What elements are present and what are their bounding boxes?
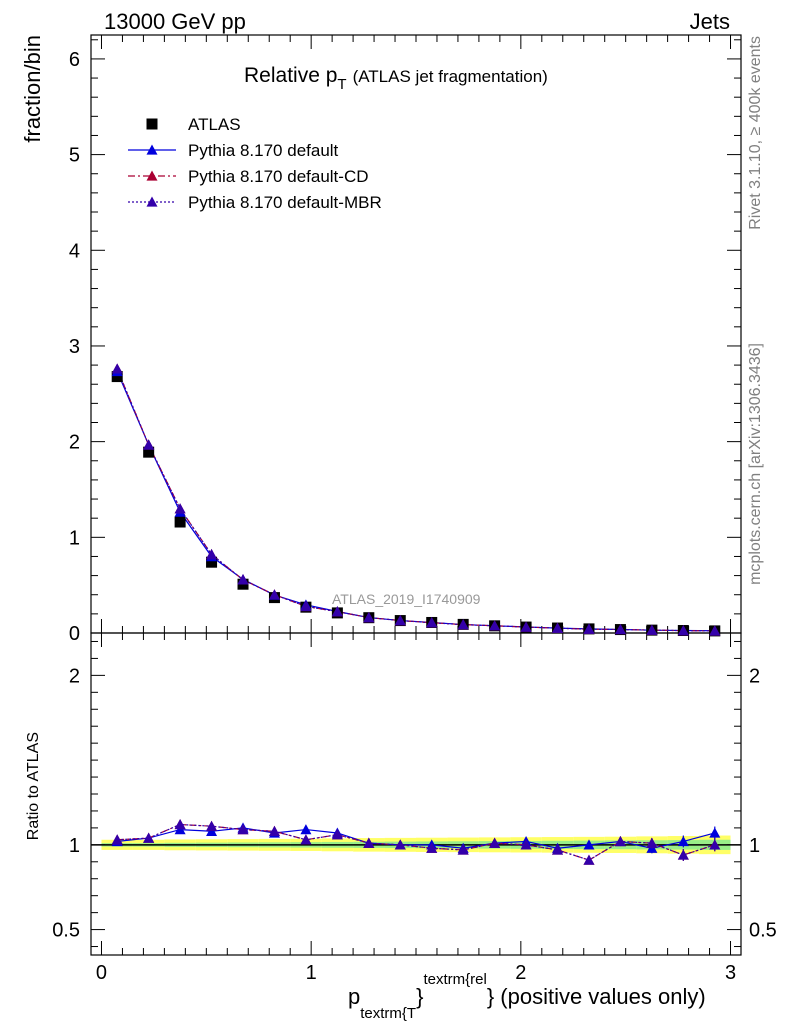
- ratio-series-point: [520, 839, 532, 850]
- analysis-watermark: ATLAS_2019_I1740909: [332, 591, 481, 607]
- atlas-data-point: [174, 516, 186, 528]
- legend-marker: [146, 144, 158, 155]
- main-series-point: [206, 548, 218, 560]
- ratio-series-point: [646, 837, 658, 848]
- y-axis-label: fraction/bin: [20, 35, 45, 143]
- ratio-series-point: [583, 854, 595, 865]
- atlas-data-point: [143, 446, 155, 458]
- ratio-series-point: [206, 820, 218, 831]
- ratio-tick-label-right: 0.5: [749, 920, 777, 942]
- x-axis-label: ptextrm{T}textrm{rel} (positive values o…: [348, 971, 706, 1022]
- x-axis-label-main: p: [348, 984, 360, 1009]
- legend-marker: [146, 118, 158, 130]
- main-series-point: [394, 615, 406, 626]
- ratio-tick-label-left: 0.5: [52, 920, 80, 942]
- main-series-point: [552, 622, 564, 633]
- main-series-point: [489, 620, 501, 631]
- ratio-series-point: [614, 835, 626, 847]
- y-tick-label: 5: [69, 145, 80, 167]
- chart-title: Relative pT (ATLAS jet fragmentation): [244, 64, 548, 93]
- y-tick-label: 2: [69, 432, 80, 454]
- ratio-panel-frame: [90, 632, 742, 956]
- main-series-point: [583, 623, 595, 634]
- ratio-series-point: [709, 839, 721, 850]
- ratio-series-point: [174, 819, 186, 830]
- header-process-label: Jets: [690, 9, 730, 34]
- ratio-series-point: [394, 839, 406, 850]
- legend-marker: [146, 170, 158, 181]
- x-axis-label-rest: } (positive values only): [487, 984, 706, 1009]
- y-tick-label: 6: [69, 49, 80, 71]
- main-series-point: [457, 619, 469, 630]
- x-axis-label-sub: textrm{T: [360, 1005, 416, 1022]
- ratio-series-point: [709, 827, 721, 838]
- ratio-series-point: [426, 842, 438, 853]
- ratio-series-point: [583, 839, 595, 850]
- main-series-point: [268, 589, 280, 600]
- header-energy-label: 13000 GeV pp: [104, 9, 246, 34]
- main-series-point: [331, 606, 343, 617]
- x-tick-label: 3: [725, 962, 736, 984]
- x-axis-label-sup: textrm{rel: [423, 971, 486, 988]
- ratio-series-point: [300, 824, 312, 835]
- chart-marks: [111, 363, 721, 865]
- main-series-point: [363, 612, 375, 623]
- chart-title-main: Relative p: [244, 64, 337, 87]
- ratio-series-line: [117, 823, 715, 861]
- x-tick-label: 1: [306, 962, 317, 984]
- main-series-point: [111, 363, 123, 374]
- legend-label: Pythia 8.170 default-CD: [188, 167, 369, 186]
- legend-label: Pythia 8.170 default: [188, 141, 339, 160]
- main-series-point: [709, 625, 721, 636]
- legend: ATLAS Pythia 8.170 default Pythia 8.170 de…: [128, 115, 382, 212]
- x-tick-label: 0: [96, 962, 107, 984]
- ratio-tick-label-right: 2: [749, 665, 760, 687]
- legend-label: ATLAS: [188, 115, 241, 134]
- x-tick-label: 2: [515, 962, 526, 984]
- x-axis-label-brace: }: [416, 984, 423, 1009]
- y-tick-label: 4: [69, 240, 80, 262]
- legend-label: Pythia 8.170 default-MBR: [188, 193, 382, 212]
- y-tick-label: 0: [69, 623, 80, 645]
- ratio-tick-label-right: 1: [749, 835, 760, 857]
- ratio-series-point: [552, 844, 564, 855]
- y-tick-label: 3: [69, 336, 80, 358]
- atlas-data-point: [111, 371, 123, 383]
- ratio-series-point: [677, 849, 689, 860]
- main-series-point: [614, 623, 626, 635]
- ratio-series-point: [143, 832, 155, 843]
- side-rivet-label: Rivet 3.1.10, ≥ 400k events: [747, 36, 764, 230]
- chart-title-sub: T: [337, 76, 346, 93]
- main-series-point: [426, 617, 438, 628]
- main-series-point: [237, 574, 249, 585]
- ratio-series-point: [237, 824, 249, 835]
- main-series-point: [677, 625, 689, 636]
- ratio-series-point: [363, 837, 375, 848]
- ratio-series-point: [331, 829, 343, 840]
- ratio-series-point: [300, 834, 312, 845]
- main-series-point: [300, 600, 312, 612]
- y-tick-label: 1: [69, 527, 80, 549]
- main-series-point: [174, 503, 186, 514]
- legend-marker: [146, 196, 158, 207]
- ratio-y-axis-label: Ratio to ATLAS: [25, 732, 42, 840]
- main-series-point: [646, 624, 658, 635]
- chart-title-rest: (ATLAS jet fragmentation): [353, 67, 548, 86]
- side-mcplots-label: mcplots.cern.ch [arXiv:1306.3436]: [747, 343, 764, 585]
- main-series-point: [143, 439, 155, 450]
- atlas-data-point: [206, 556, 218, 568]
- main-series-point: [520, 621, 532, 632]
- ratio-series-point: [111, 834, 123, 845]
- ratio-tick-label-left: 1: [69, 835, 80, 857]
- ratio-tick-label-left: 2: [69, 665, 80, 687]
- ratio-series-point: [677, 835, 689, 847]
- ratio-series-point: [457, 844, 469, 855]
- axes: 0 1 2 3 0 1 2 3 4 5 6 0.5 0.5 1 1 2 2: [52, 34, 777, 984]
- ratio-series-point: [489, 837, 501, 848]
- ratio-series-point: [268, 825, 280, 836]
